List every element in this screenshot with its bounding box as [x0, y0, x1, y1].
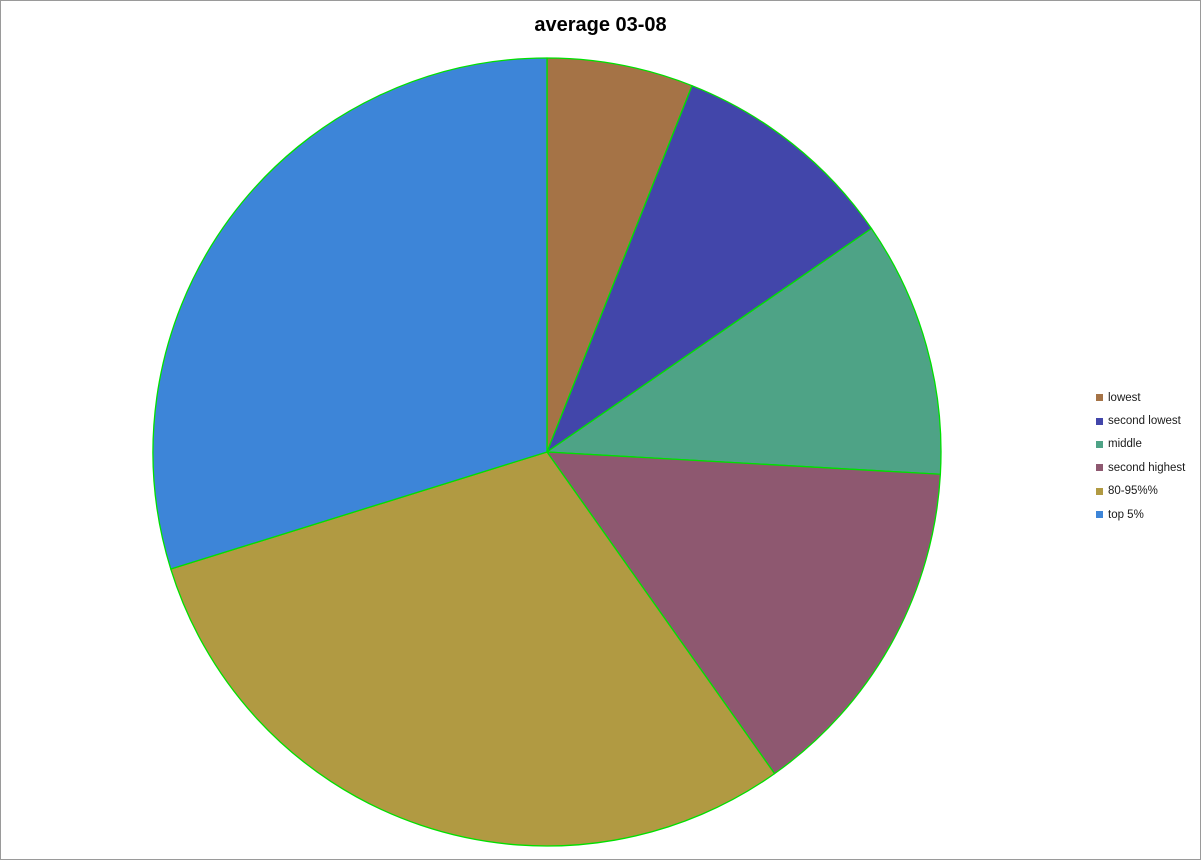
pie-slice-1 — [546, 85, 873, 453]
pie-slice-0 — [546, 57, 693, 453]
pie-slice-2 — [546, 227, 942, 475]
legend-item-0: lowest — [1096, 386, 1200, 409]
legend-swatch-1 — [1096, 417, 1103, 425]
pie-slice-3 — [546, 451, 942, 775]
legend-swatch-0 — [1096, 394, 1103, 402]
legend-label-0: lowest — [1108, 391, 1141, 404]
legend: lowest second lowest middle second highest 8… — [1096, 386, 1200, 526]
legend-item-5: top 5% — [1096, 503, 1200, 526]
legend-item-1: second lowest — [1096, 409, 1200, 432]
pie-slice-4 — [170, 451, 776, 847]
legend-swatch-4 — [1096, 487, 1103, 495]
legend-label-2: middle — [1108, 438, 1142, 451]
legend-label-4: 80-95%% — [1108, 485, 1158, 498]
legend-swatch-3 — [1096, 464, 1103, 472]
legend-item-3: second highest — [1096, 456, 1200, 479]
legend-item-4: 80-95%% — [1096, 480, 1200, 503]
legend-item-2: middle — [1096, 433, 1200, 456]
legend-label-1: second lowest — [1108, 415, 1181, 428]
legend-label-5: top 5% — [1108, 508, 1144, 521]
legend-swatch-2 — [1096, 440, 1103, 448]
pie-slice-5 — [152, 57, 548, 570]
chart-title: average 03-08 — [534, 14, 667, 36]
legend-swatch-5 — [1096, 511, 1103, 519]
legend-label-3: second highest — [1108, 461, 1186, 474]
